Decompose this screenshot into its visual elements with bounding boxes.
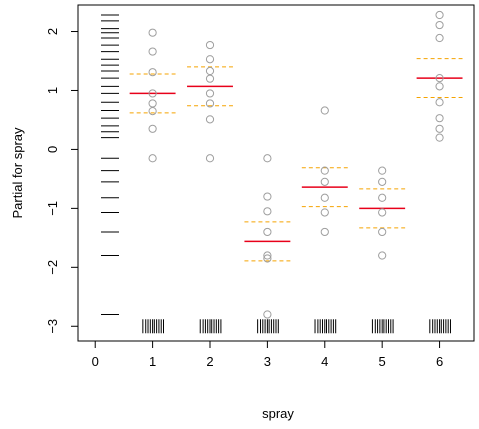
residual-point — [205, 55, 215, 64]
fitted-lines — [129, 77, 463, 243]
residual-point — [435, 10, 444, 20]
y-tick-label: 2 — [45, 28, 60, 35]
plot-frame — [77, 4, 475, 342]
residual-point — [148, 47, 157, 56]
residual-point — [435, 20, 444, 30]
residual-point — [148, 99, 157, 108]
y-tick-label: 1 — [45, 87, 60, 94]
residual-point — [263, 227, 272, 237]
x-tick-label: 3 — [264, 354, 271, 369]
y-tick-label: −2 — [45, 260, 60, 275]
y-tick-label: 0 — [45, 146, 60, 153]
residual-point — [320, 208, 329, 217]
residual-point — [435, 73, 444, 83]
residual-point — [263, 192, 272, 201]
residual-point — [435, 82, 444, 91]
residual-point — [263, 207, 272, 216]
residual-point — [205, 89, 215, 98]
y-axis: −3 −2 −1 0 1 2 — [45, 28, 79, 334]
residual-point — [148, 107, 157, 116]
residual-point — [205, 154, 215, 163]
residual-point — [435, 114, 444, 123]
residual-point — [320, 177, 329, 186]
residual-points — [148, 10, 444, 319]
residual-point — [378, 208, 387, 217]
x-tick-label: 4 — [321, 354, 328, 369]
residual-point — [205, 115, 215, 124]
x-tick-label: 0 — [92, 354, 99, 369]
x-tick-label: 2 — [206, 354, 213, 369]
residual-point — [148, 28, 157, 37]
x-axis: 0 1 2 3 4 5 6 — [92, 340, 443, 369]
residual-point — [263, 154, 272, 163]
residual-point — [148, 89, 157, 98]
residual-point — [378, 177, 387, 186]
residual-point — [378, 193, 387, 202]
x-tick-label: 6 — [436, 354, 443, 369]
x-tick-label: 1 — [149, 354, 156, 369]
y-tick-label: −3 — [45, 319, 60, 334]
residual-point — [205, 99, 215, 108]
residual-point — [205, 66, 215, 76]
residual-point — [378, 251, 387, 260]
y-tick-label: −1 — [45, 201, 60, 216]
residual-point — [435, 98, 444, 107]
residual-point — [435, 124, 444, 133]
residual-point — [263, 251, 272, 260]
residual-point — [148, 154, 157, 163]
residual-point — [320, 106, 329, 115]
residual-point — [263, 254, 272, 263]
x-axis-label: spray — [262, 406, 294, 421]
y-rug — [101, 14, 119, 315]
residual-point — [320, 193, 329, 202]
residual-point — [148, 68, 157, 77]
residual-point — [435, 33, 444, 43]
residual-point — [435, 133, 444, 142]
residual-point — [263, 310, 272, 319]
residual-point — [205, 40, 215, 50]
residual-point — [378, 227, 387, 237]
x-rug — [142, 319, 451, 334]
y-axis-label: Partial for spray — [10, 127, 25, 219]
residual-point — [320, 227, 329, 237]
residual-point — [205, 74, 215, 83]
residual-point — [378, 166, 387, 175]
x-tick-label: 5 — [379, 354, 386, 369]
residual-point — [148, 124, 157, 133]
residual-point — [320, 166, 329, 175]
confidence-bands — [129, 58, 463, 262]
